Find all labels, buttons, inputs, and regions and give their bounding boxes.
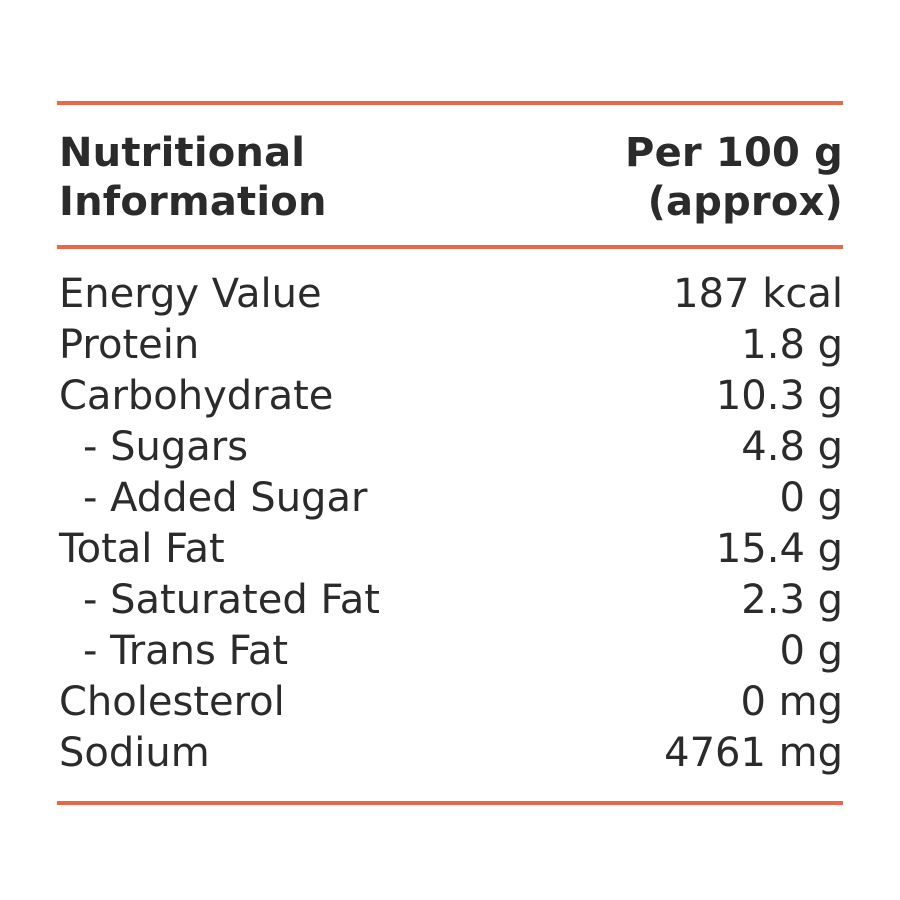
- nutrient-value: 4761 mg: [664, 730, 843, 776]
- nutrient-row-sodium: Sodium 4761 mg: [57, 728, 843, 779]
- nutrient-row-carbohydrate: Carbohydrate 10.3 g: [57, 371, 843, 422]
- nutrient-value: 10.3 g: [715, 373, 843, 419]
- nutrient-label: Carbohydrate: [59, 373, 334, 419]
- nutrient-value: 1.8 g: [741, 322, 843, 368]
- nutrient-row-total-fat: Total Fat 15.4 g: [57, 524, 843, 575]
- header-title-line1: Nutritional: [59, 130, 306, 176]
- nutrient-label: - Added Sugar: [83, 475, 368, 521]
- header-title: Nutritional Information: [59, 129, 327, 227]
- nutrient-value: 0 g: [779, 475, 843, 521]
- nutrient-value: 15.4 g: [715, 526, 843, 572]
- nutrient-value: 187 kcal: [673, 271, 843, 317]
- nutrient-row-saturated-fat: - Saturated Fat 2.3 g: [57, 575, 843, 626]
- nutrient-label: Total Fat: [59, 526, 225, 572]
- header-basis: Per 100 g (approx): [625, 129, 843, 227]
- nutrient-label: Cholesterol: [59, 679, 285, 725]
- nutrient-value: 0 g: [779, 628, 843, 674]
- header-title-line2: Information: [59, 179, 327, 225]
- nutrient-row-sugars: - Sugars 4.8 g: [57, 422, 843, 473]
- nutrient-value: 4.8 g: [741, 424, 843, 470]
- bottom-divider: [57, 801, 843, 805]
- nutrient-label: - Saturated Fat: [83, 577, 380, 623]
- nutrition-table: Nutritional Information Per 100 g (appro…: [57, 101, 843, 805]
- nutrient-label: - Sugars: [83, 424, 249, 470]
- nutrient-row-cholesterol: Cholesterol 0 mg: [57, 677, 843, 728]
- nutrient-value: 2.3 g: [741, 577, 843, 623]
- nutrient-row-protein: Protein 1.8 g: [57, 320, 843, 371]
- top-divider: [57, 101, 843, 105]
- header-divider: [57, 245, 843, 249]
- header-basis-line1: Per 100 g: [625, 130, 843, 176]
- header-basis-line2: (approx): [647, 179, 843, 225]
- nutrient-label: Protein: [59, 322, 200, 368]
- nutrient-label: Sodium: [59, 730, 210, 776]
- nutrient-rows: Energy Value 187 kcal Protein 1.8 g Carb…: [57, 249, 843, 801]
- nutrient-label: Energy Value: [59, 271, 322, 317]
- table-header: Nutritional Information Per 100 g (appro…: [57, 105, 843, 245]
- nutrient-row-trans-fat: - Trans Fat 0 g: [57, 626, 843, 677]
- nutrient-label: - Trans Fat: [83, 628, 289, 674]
- nutrient-row-energy: Energy Value 187 kcal: [57, 269, 843, 320]
- nutrient-value: 0 mg: [740, 679, 843, 725]
- nutrient-row-added-sugar: - Added Sugar 0 g: [57, 473, 843, 524]
